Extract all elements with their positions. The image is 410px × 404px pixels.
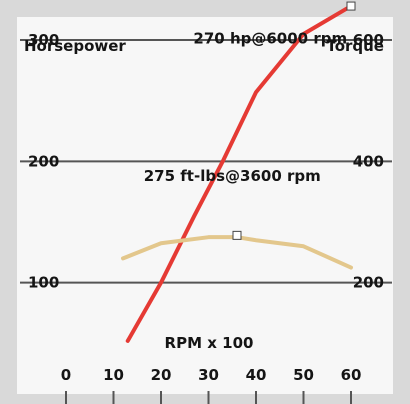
x-tick-label: 40 (246, 366, 267, 384)
x-tick-label: 50 (293, 366, 314, 384)
right-axis-title: Torque (326, 37, 384, 55)
x-tick-label: 30 (198, 366, 219, 384)
right-tick-label: 200 (353, 274, 384, 292)
annotation-1: 275 ft-lbs@3600 rpm (144, 167, 321, 185)
left-tick-label: 100 (28, 274, 59, 292)
left-tick-label: 200 (28, 152, 59, 170)
x-tick-label: 20 (151, 366, 172, 384)
annotation-0: 270 hp@6000 rpm (193, 30, 347, 48)
plot-panel (17, 17, 393, 394)
right-tick-label: 400 (353, 152, 384, 170)
series-marker-0 (346, 1, 356, 11)
x-tick-label: 10 (103, 366, 124, 384)
series-marker-1 (232, 230, 242, 240)
x-tick-label: 60 (341, 366, 362, 384)
x-axis-title: RPM x 100 (165, 334, 254, 352)
right-tick-label: 600 (353, 31, 384, 49)
left-axis-title: Horsepower (24, 37, 126, 55)
series-line-0 (125, 4, 353, 343)
x-tick-label: 0 (61, 366, 71, 384)
left-tick-label: 300 (28, 31, 59, 49)
